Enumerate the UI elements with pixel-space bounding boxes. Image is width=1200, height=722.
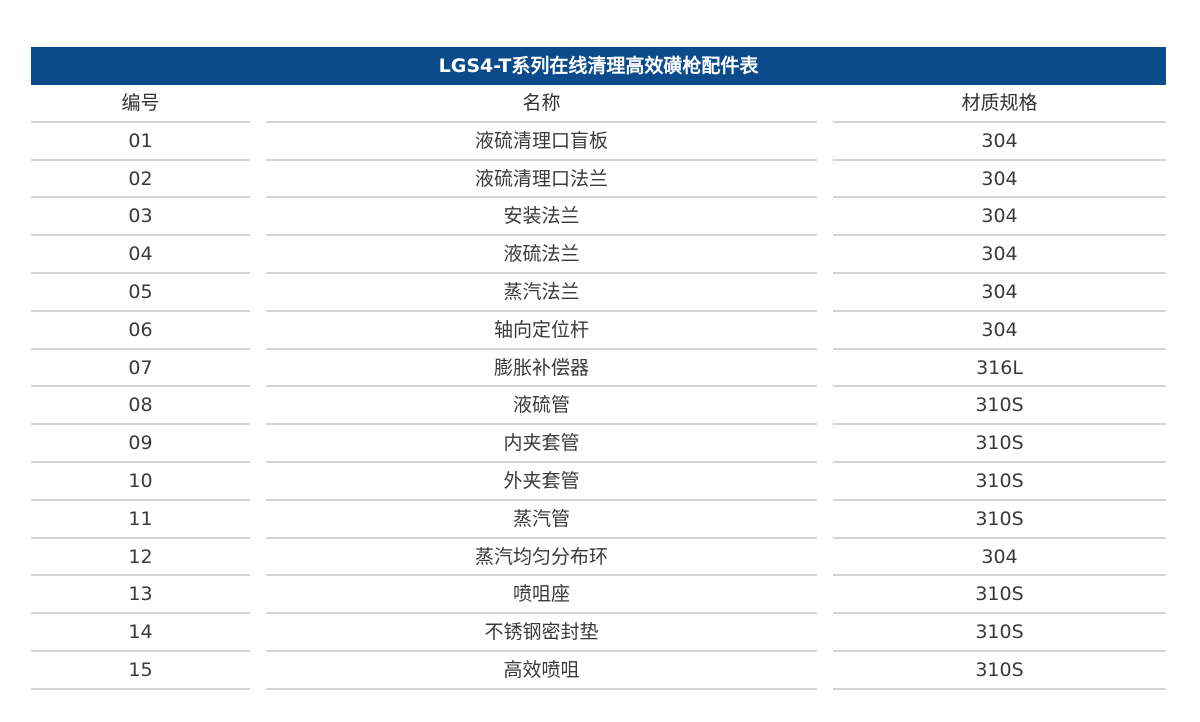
column-header-number: 编号	[31, 85, 250, 123]
cell-number: 03	[31, 198, 250, 237]
cell-number: 09	[31, 425, 250, 463]
cell-name: 液硫法兰	[266, 236, 817, 274]
cell-material: 304	[833, 236, 1166, 274]
cell-name: 蒸汽均匀分布环	[266, 539, 817, 577]
cell-name: 内夹套管	[266, 425, 817, 463]
table-row: 09 内夹套管 310S	[31, 425, 1166, 463]
cell-name: 液硫清理口法兰	[266, 161, 817, 199]
cell-number: 07	[31, 350, 250, 388]
cell-number: 15	[31, 652, 250, 690]
cell-number: 02	[31, 161, 250, 199]
cell-material: 304	[833, 539, 1166, 577]
cell-number: 10	[31, 463, 250, 501]
cell-name: 外夹套管	[266, 463, 817, 501]
table-row: 08 液硫管 310S	[31, 387, 1166, 426]
table-header-row: 编号 名称 材质规格	[31, 85, 1166, 123]
table-row: 10 外夹套管 310S	[31, 463, 1166, 501]
table-row: 11 蒸汽管 310S	[31, 501, 1166, 539]
column-header-material: 材质规格	[833, 85, 1166, 123]
cell-material: 310S	[833, 501, 1166, 539]
table-row: 15 高效喷咀 310S	[31, 652, 1166, 690]
cell-number: 12	[31, 539, 250, 577]
cell-material: 304	[833, 198, 1166, 237]
table-row: 13 喷咀座 310S	[31, 576, 1166, 615]
table-row: 03 安装法兰 304	[31, 198, 1166, 237]
cell-name: 液硫清理口盲板	[266, 123, 817, 161]
table-row: 04 液硫法兰 304	[31, 236, 1166, 274]
table-row: 02 液硫清理口法兰 304	[31, 161, 1166, 199]
cell-name: 液硫管	[266, 387, 817, 426]
table-title: LGS4-T系列在线清理高效磺枪配件表	[31, 47, 1166, 85]
cell-name: 蒸汽法兰	[266, 274, 817, 312]
cell-material: 310S	[833, 576, 1166, 615]
cell-number: 01	[31, 123, 250, 161]
cell-name: 膨胀补偿器	[266, 350, 817, 388]
cell-material: 304	[833, 123, 1166, 161]
cell-number: 14	[31, 614, 250, 652]
cell-name: 高效喷咀	[266, 652, 817, 690]
cell-number: 11	[31, 501, 250, 539]
column-header-name: 名称	[266, 85, 817, 123]
table-row: 06 轴向定位杆 304	[31, 312, 1166, 350]
cell-material: 310S	[833, 463, 1166, 501]
cell-number: 06	[31, 312, 250, 350]
cell-material: 310S	[833, 614, 1166, 652]
table-row: 05 蒸汽法兰 304	[31, 274, 1166, 312]
table-row: 14 不锈钢密封垫 310S	[31, 614, 1166, 652]
cell-name: 安装法兰	[266, 198, 817, 237]
cell-material: 304	[833, 274, 1166, 312]
cell-name: 蒸汽管	[266, 501, 817, 539]
cell-name: 不锈钢密封垫	[266, 614, 817, 652]
table-row: 01 液硫清理口盲板 304	[31, 123, 1166, 161]
cell-name: 轴向定位杆	[266, 312, 817, 350]
cell-name: 喷咀座	[266, 576, 817, 615]
cell-material: 310S	[833, 387, 1166, 426]
table-row: 12 蒸汽均匀分布环 304	[31, 539, 1166, 577]
cell-number: 13	[31, 576, 250, 615]
table-row: 07 膨胀补偿器 316L	[31, 350, 1166, 388]
cell-material: 304	[833, 312, 1166, 350]
cell-material: 304	[833, 161, 1166, 199]
cell-number: 04	[31, 236, 250, 274]
cell-material: 316L	[833, 350, 1166, 388]
parts-table: 编号 名称 材质规格 01 液硫清理口盲板 304 02 液硫清理口法兰 304 03 安装法…	[31, 85, 1166, 690]
cell-number: 08	[31, 387, 250, 426]
cell-number: 05	[31, 274, 250, 312]
cell-material: 310S	[833, 425, 1166, 463]
cell-material: 310S	[833, 652, 1166, 690]
